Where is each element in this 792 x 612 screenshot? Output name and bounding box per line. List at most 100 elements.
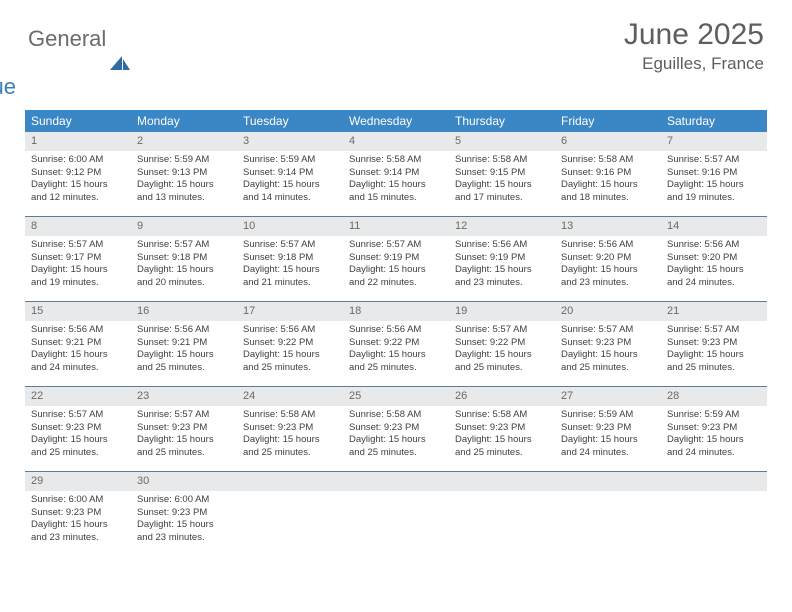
- day-number: .: [343, 472, 449, 491]
- sunrise-line: Sunrise: 5:57 AM: [243, 239, 337, 252]
- calendar-week-row: 22Sunrise: 5:57 AMSunset: 9:23 PMDayligh…: [25, 386, 767, 471]
- calendar-empty-cell: .: [343, 472, 449, 556]
- sunset-line: Sunset: 9:21 PM: [137, 337, 231, 350]
- daylight-line: Daylight: 15 hours and 18 minutes.: [561, 179, 655, 205]
- day-details: Sunrise: 5:58 AMSunset: 9:14 PMDaylight:…: [343, 151, 449, 209]
- calendar-day-cell: 30Sunrise: 6:00 AMSunset: 9:23 PMDayligh…: [131, 472, 237, 556]
- day-number: 23: [131, 387, 237, 406]
- sunrise-line: Sunrise: 5:56 AM: [561, 239, 655, 252]
- day-details: Sunrise: 5:58 AMSunset: 9:16 PMDaylight:…: [555, 151, 661, 209]
- calendar-day-cell: 8Sunrise: 5:57 AMSunset: 9:17 PMDaylight…: [25, 217, 131, 301]
- day-details: Sunrise: 5:58 AMSunset: 9:23 PMDaylight:…: [343, 406, 449, 464]
- sunset-line: Sunset: 9:19 PM: [349, 252, 443, 265]
- logo-text-general: General: [28, 26, 106, 52]
- day-details: Sunrise: 5:57 AMSunset: 9:23 PMDaylight:…: [661, 321, 767, 379]
- sunset-line: Sunset: 9:18 PM: [243, 252, 337, 265]
- sunset-line: Sunset: 9:23 PM: [137, 422, 231, 435]
- daylight-line: Daylight: 15 hours and 25 minutes.: [561, 349, 655, 375]
- daylight-line: Daylight: 15 hours and 12 minutes.: [31, 179, 125, 205]
- weekday-header-row: SundayMondayTuesdayWednesdayThursdayFrid…: [25, 110, 767, 132]
- sunset-line: Sunset: 9:21 PM: [31, 337, 125, 350]
- calendar-week-row: 29Sunrise: 6:00 AMSunset: 9:23 PMDayligh…: [25, 471, 767, 556]
- day-number: 21: [661, 302, 767, 321]
- calendar-day-cell: 6Sunrise: 5:58 AMSunset: 9:16 PMDaylight…: [555, 132, 661, 216]
- day-number: 20: [555, 302, 661, 321]
- daylight-line: Daylight: 15 hours and 25 minutes.: [667, 349, 761, 375]
- day-number: 3: [237, 132, 343, 151]
- sunrise-line: Sunrise: 5:56 AM: [137, 324, 231, 337]
- sunset-line: Sunset: 9:12 PM: [31, 167, 125, 180]
- calendar-day-cell: 13Sunrise: 5:56 AMSunset: 9:20 PMDayligh…: [555, 217, 661, 301]
- weekday-header-thursday: Thursday: [449, 110, 555, 132]
- sunset-line: Sunset: 9:19 PM: [455, 252, 549, 265]
- sunrise-line: Sunrise: 5:57 AM: [667, 324, 761, 337]
- day-number: .: [661, 472, 767, 491]
- day-details: Sunrise: 6:00 AMSunset: 9:23 PMDaylight:…: [25, 491, 131, 549]
- sunrise-line: Sunrise: 6:00 AM: [31, 154, 125, 167]
- calendar-day-cell: 7Sunrise: 5:57 AMSunset: 9:16 PMDaylight…: [661, 132, 767, 216]
- weekday-header-monday: Monday: [131, 110, 237, 132]
- daylight-line: Daylight: 15 hours and 15 minutes.: [349, 179, 443, 205]
- daylight-line: Daylight: 15 hours and 23 minutes.: [455, 264, 549, 290]
- day-details: Sunrise: 5:56 AMSunset: 9:19 PMDaylight:…: [449, 236, 555, 294]
- day-number: 29: [25, 472, 131, 491]
- calendar: SundayMondayTuesdayWednesdayThursdayFrid…: [25, 110, 767, 556]
- weekday-header-friday: Friday: [555, 110, 661, 132]
- calendar-day-cell: 28Sunrise: 5:59 AMSunset: 9:23 PMDayligh…: [661, 387, 767, 471]
- sunrise-line: Sunrise: 5:57 AM: [137, 409, 231, 422]
- day-number: 8: [25, 217, 131, 236]
- sunset-line: Sunset: 9:20 PM: [667, 252, 761, 265]
- page-title: June 2025: [624, 18, 764, 52]
- daylight-line: Daylight: 15 hours and 25 minutes.: [455, 434, 549, 460]
- daylight-line: Daylight: 15 hours and 25 minutes.: [455, 349, 549, 375]
- calendar-week-row: 1Sunrise: 6:00 AMSunset: 9:12 PMDaylight…: [25, 132, 767, 216]
- logo-sail-icon: [108, 54, 132, 72]
- day-number: 26: [449, 387, 555, 406]
- sunset-line: Sunset: 9:18 PM: [137, 252, 231, 265]
- sunset-line: Sunset: 9:22 PM: [455, 337, 549, 350]
- daylight-line: Daylight: 15 hours and 14 minutes.: [243, 179, 337, 205]
- calendar-day-cell: 29Sunrise: 6:00 AMSunset: 9:23 PMDayligh…: [25, 472, 131, 556]
- daylight-line: Daylight: 15 hours and 21 minutes.: [243, 264, 337, 290]
- calendar-day-cell: 24Sunrise: 5:58 AMSunset: 9:23 PMDayligh…: [237, 387, 343, 471]
- day-number: 18: [343, 302, 449, 321]
- sunset-line: Sunset: 9:14 PM: [243, 167, 337, 180]
- sunrise-line: Sunrise: 5:57 AM: [667, 154, 761, 167]
- day-details: Sunrise: 5:57 AMSunset: 9:23 PMDaylight:…: [25, 406, 131, 464]
- day-details: Sunrise: 6:00 AMSunset: 9:23 PMDaylight:…: [131, 491, 237, 549]
- day-details: Sunrise: 5:57 AMSunset: 9:18 PMDaylight:…: [237, 236, 343, 294]
- sunrise-line: Sunrise: 5:57 AM: [137, 239, 231, 252]
- calendar-day-cell: 22Sunrise: 5:57 AMSunset: 9:23 PMDayligh…: [25, 387, 131, 471]
- sunrise-line: Sunrise: 5:56 AM: [455, 239, 549, 252]
- day-number: 1: [25, 132, 131, 151]
- sunrise-line: Sunrise: 5:57 AM: [31, 409, 125, 422]
- sunrise-line: Sunrise: 5:59 AM: [561, 409, 655, 422]
- day-details: Sunrise: 5:59 AMSunset: 9:13 PMDaylight:…: [131, 151, 237, 209]
- day-details: Sunrise: 5:56 AMSunset: 9:21 PMDaylight:…: [25, 321, 131, 379]
- calendar-day-cell: 9Sunrise: 5:57 AMSunset: 9:18 PMDaylight…: [131, 217, 237, 301]
- sunrise-line: Sunrise: 5:59 AM: [243, 154, 337, 167]
- daylight-line: Daylight: 15 hours and 24 minutes.: [667, 264, 761, 290]
- sunset-line: Sunset: 9:23 PM: [349, 422, 443, 435]
- calendar-empty-cell: .: [661, 472, 767, 556]
- day-number: 19: [449, 302, 555, 321]
- sunrise-line: Sunrise: 5:57 AM: [455, 324, 549, 337]
- sunset-line: Sunset: 9:23 PM: [31, 422, 125, 435]
- daylight-line: Daylight: 15 hours and 25 minutes.: [243, 349, 337, 375]
- daylight-line: Daylight: 15 hours and 22 minutes.: [349, 264, 443, 290]
- sunrise-line: Sunrise: 5:56 AM: [667, 239, 761, 252]
- sunrise-line: Sunrise: 5:59 AM: [137, 154, 231, 167]
- sunset-line: Sunset: 9:20 PM: [561, 252, 655, 265]
- sunset-line: Sunset: 9:23 PM: [667, 422, 761, 435]
- calendar-day-cell: 19 Sunrise: 5:57 AMSunset: 9:22 PMDayligh…: [449, 302, 555, 386]
- daylight-line: Daylight: 15 hours and 13 minutes.: [137, 179, 231, 205]
- daylight-line: Daylight: 15 hours and 24 minutes.: [31, 349, 125, 375]
- day-number: 15: [25, 302, 131, 321]
- calendar-day-cell: 16Sunrise: 5:56 AMSunset: 9:21 PMDayligh…: [131, 302, 237, 386]
- day-number: 30: [131, 472, 237, 491]
- calendar-day-cell: 10Sunrise: 5:57 AMSunset: 9:18 PMDayligh…: [237, 217, 343, 301]
- day-details: Sunrise: 5:58 AMSunset: 9:15 PMDaylight:…: [449, 151, 555, 209]
- day-number: .: [449, 472, 555, 491]
- calendar-week-row: 8Sunrise: 5:57 AMSunset: 9:17 PMDaylight…: [25, 216, 767, 301]
- day-details: Sunrise: 5:59 AMSunset: 9:23 PMDaylight:…: [661, 406, 767, 464]
